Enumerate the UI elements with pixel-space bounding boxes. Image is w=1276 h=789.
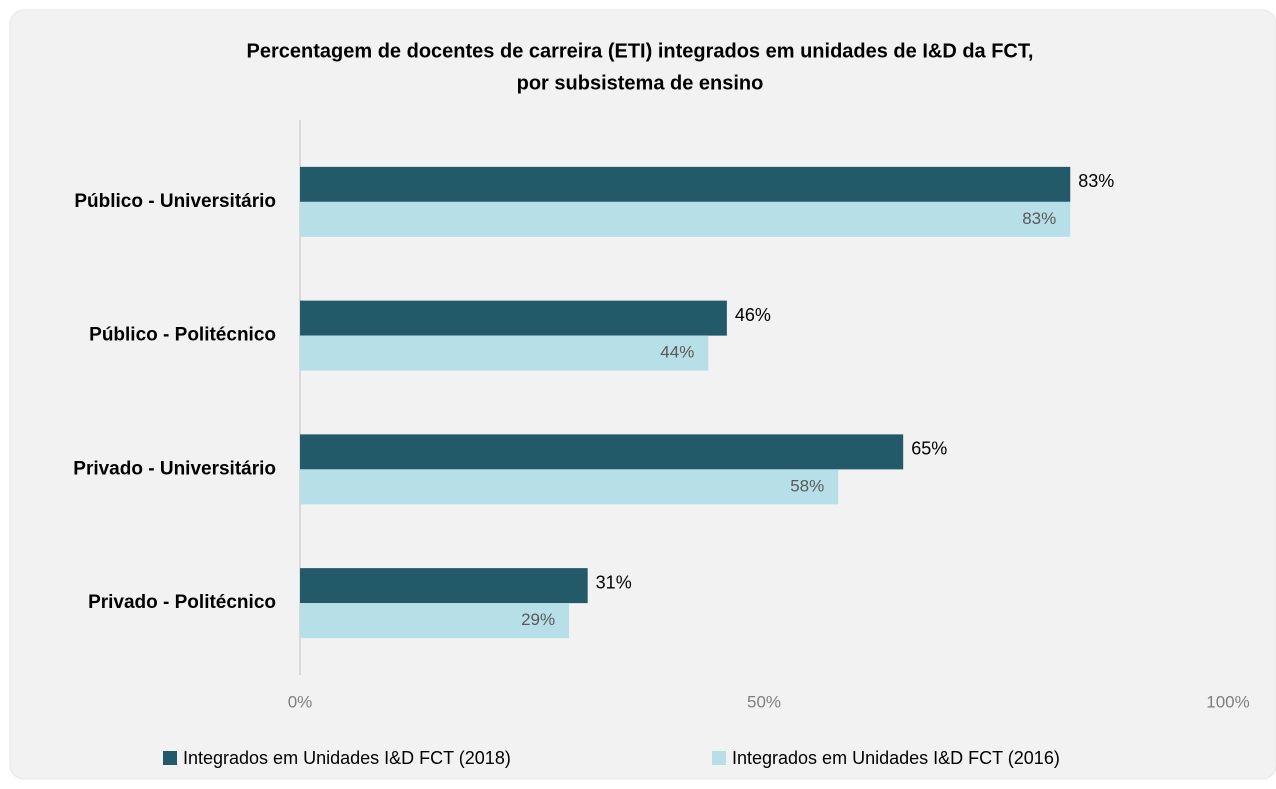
- bar: [300, 300, 727, 336]
- category-label: Público - Politécnico: [89, 325, 276, 346]
- value-label: 58%: [790, 476, 824, 495]
- value-label: 83%: [1022, 209, 1056, 228]
- value-label: 31%: [596, 572, 632, 592]
- category-label: Público - Universitário: [74, 191, 276, 212]
- x-tick-label: 0%: [288, 692, 313, 711]
- bar: [300, 603, 570, 639]
- bar: [300, 434, 904, 470]
- chart-title: por subsistema de ensino: [517, 72, 764, 94]
- value-label: 46%: [735, 305, 771, 325]
- bar: [300, 568, 588, 604]
- category-label: Privado - Universitário: [73, 458, 276, 479]
- category-label: Privado - Politécnico: [88, 592, 276, 613]
- legend-label: Integrados em Unidades I&D FCT (2018): [183, 748, 511, 768]
- value-label: 44%: [660, 343, 694, 362]
- x-tick-label: 50%: [747, 692, 781, 711]
- bar: [300, 469, 839, 505]
- card: [9, 9, 1276, 780]
- value-label: 65%: [911, 439, 947, 459]
- chart-title: Percentagem de docentes de carreira (ETI…: [247, 40, 1034, 62]
- bar: [300, 166, 1071, 202]
- value-label: 29%: [521, 610, 555, 629]
- legend-label: Integrados em Unidades I&D FCT (2016): [732, 748, 1060, 768]
- x-tick-label: 100%: [1206, 692, 1249, 711]
- bar: [300, 335, 709, 371]
- legend-swatch: [712, 751, 726, 765]
- legend-swatch: [163, 751, 177, 765]
- value-label: 83%: [1078, 171, 1114, 191]
- bar: [300, 201, 1071, 237]
